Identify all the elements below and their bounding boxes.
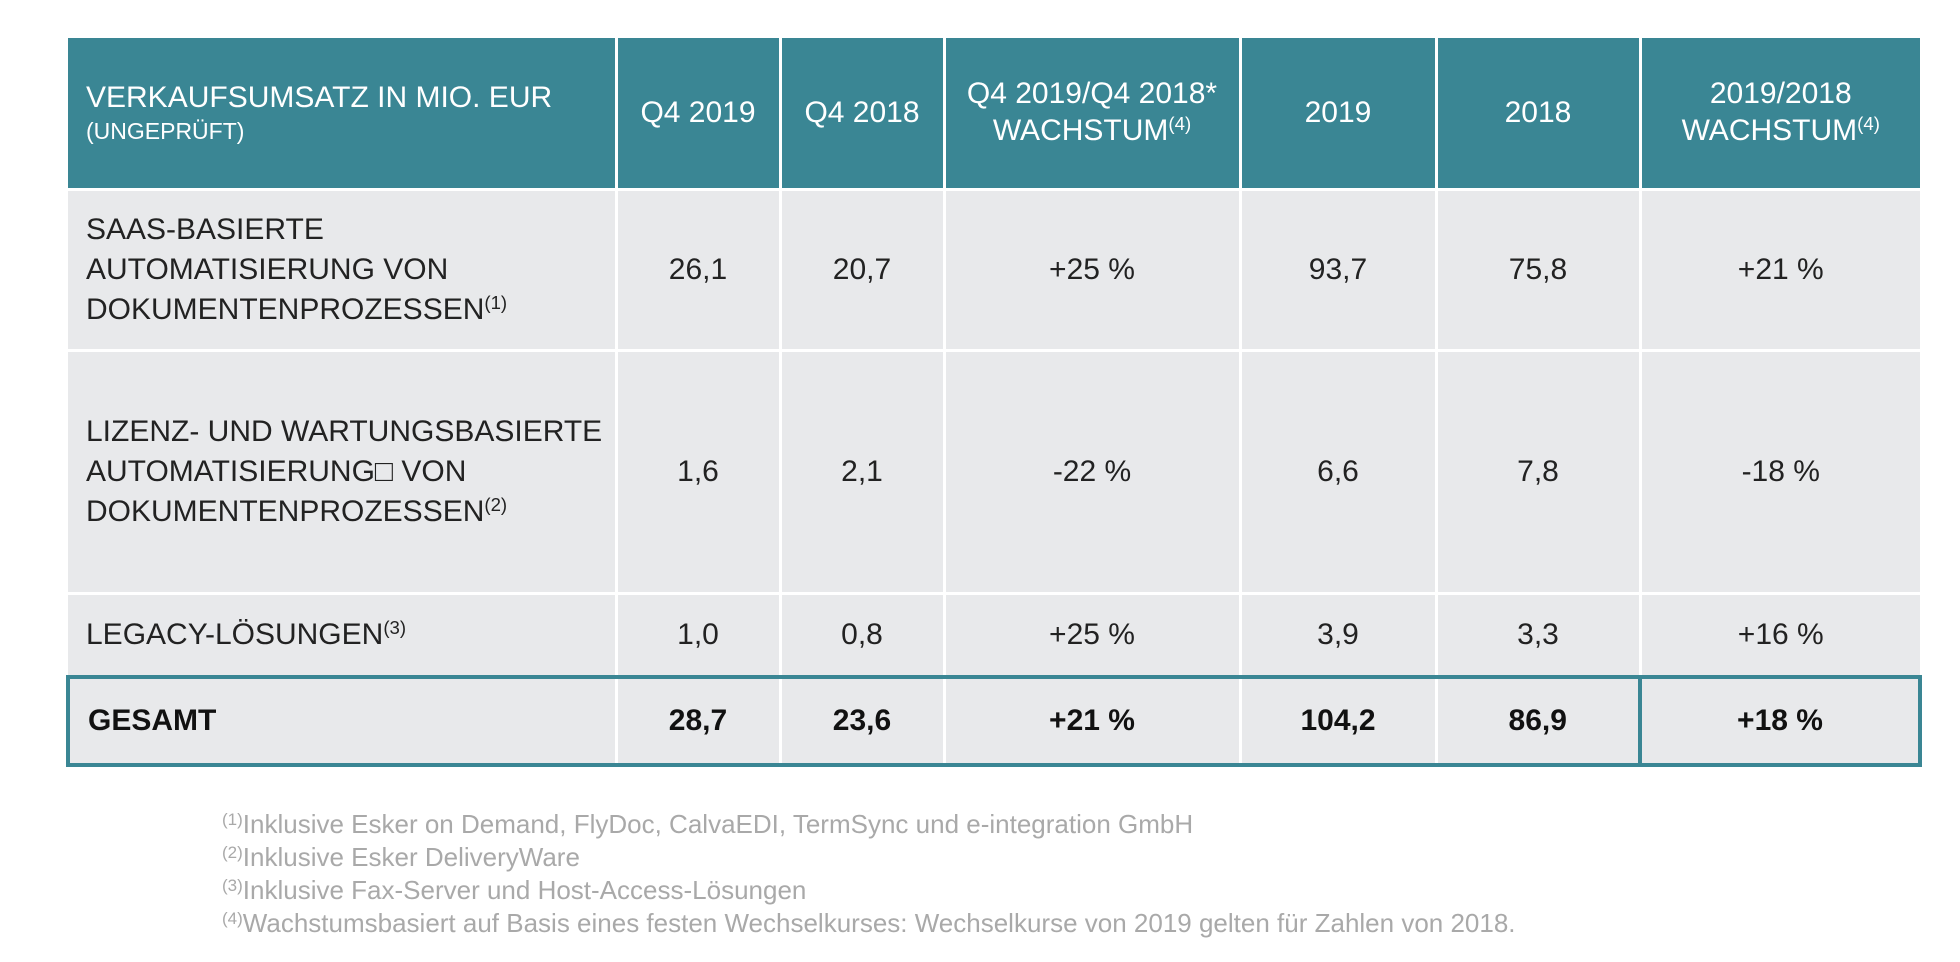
total-year-growth: +18 % (1638, 675, 1922, 767)
table-header-row: VERKAUFSUMSATZ IN MIO. EUR (UNGEPRÜFT) Q… (68, 38, 1920, 190)
table-row: LEGACY-LÖSUNGEN(3) 1,0 0,8 +25 % 3,9 3,3… (68, 592, 1920, 679)
row-label: SAAS-BASIERTE AUTOMATISIERUNG VON DOKUME… (68, 188, 618, 352)
sales-table: VERKAUFSUMSATZ IN MIO. EUR (UNGEPRÜFT) Q… (66, 38, 1922, 767)
header-q4-2019: Q4 2019 (614, 38, 782, 190)
header-year-growth: 2019/2018 WACHSTUM(4) (1638, 38, 1920, 190)
total-2019: 104,2 (1238, 675, 1438, 767)
cell-year-growth: -18 % (1638, 349, 1920, 595)
cell-year-growth: +21 % (1638, 188, 1920, 352)
header-q4-growth-text: Q4 2019/Q4 2018* WACHSTUM (966, 77, 1218, 147)
header-q4-2018: Q4 2018 (778, 38, 946, 190)
row-label-note: (1) (484, 291, 508, 313)
cell-q4-growth: +25 % (942, 188, 1242, 352)
total-q4-2018: 23,6 (778, 675, 946, 767)
total-2018: 86,9 (1434, 675, 1642, 767)
cell-2018: 75,8 (1434, 188, 1642, 352)
row-label: LEGACY-LÖSUNGEN(3) (68, 592, 618, 679)
total-q4-2019: 28,7 (614, 675, 782, 767)
header-title: VERKAUFSUMSATZ IN MIO. EUR (UNGEPRÜFT) (68, 38, 618, 190)
header-title-text: VERKAUFSUMSATZ IN MIO. EUR (86, 81, 553, 115)
header-q4-growth-note: (4) (1168, 112, 1192, 134)
row-label-text: LIZENZ- UND WARTUNGSBASIERTE AUTOMATISIE… (86, 415, 603, 528)
row-label: LIZENZ- UND WARTUNGSBASIERTE AUTOMATISIE… (68, 349, 618, 595)
header-2018: 2018 (1434, 38, 1642, 190)
cell-q4-2019: 1,0 (614, 592, 782, 679)
row-label-note: (3) (383, 616, 407, 638)
cell-2019: 3,9 (1238, 592, 1438, 679)
cell-q4-2018: 2,1 (778, 349, 946, 595)
cell-q4-growth: -22 % (942, 349, 1242, 595)
footnote-4: (4)Wachstumsbasiert auf Basis eines fest… (222, 907, 1922, 940)
cell-q4-2018: 20,7 (778, 188, 946, 352)
footnote-mark: (4) (222, 909, 243, 928)
header-q4-growth: Q4 2019/Q4 2018* WACHSTUM(4) (942, 38, 1242, 190)
total-row: GESAMT 28,7 23,6 +21 % 104,2 86,9 +18 % (66, 675, 1922, 767)
footnote-text: Inklusive Esker on Demand, FlyDoc, Calva… (242, 809, 1194, 839)
cell-2018: 7,8 (1434, 349, 1642, 595)
footnote-text: Wachstumsbasiert auf Basis eines festen … (242, 908, 1516, 938)
header-subtitle: (UNGEPRÜFT) (86, 117, 245, 144)
footnote-text: Inklusive Esker DeliveryWare (242, 842, 580, 872)
header-year-growth-note: (4) (1857, 112, 1880, 134)
table-row: LIZENZ- UND WARTUNGSBASIERTE AUTOMATISIE… (68, 349, 1920, 595)
footnote-mark: (2) (222, 843, 243, 862)
total-label: GESAMT (66, 675, 618, 767)
cell-2019: 6,6 (1238, 349, 1438, 595)
header-2019: 2019 (1238, 38, 1438, 190)
footnote-1: (1)Inklusive Esker on Demand, FlyDoc, Ca… (222, 808, 1922, 841)
row-label-text: SAAS-BASIERTE AUTOMATISIERUNG VON DOKUME… (86, 213, 485, 326)
row-label-text: LEGACY-LÖSUNGEN (86, 618, 384, 651)
cell-q4-2019: 1,6 (614, 349, 782, 595)
cell-year-growth: +16 % (1638, 592, 1920, 679)
cell-q4-growth: +25 % (942, 592, 1242, 679)
footnote-mark: (3) (222, 876, 243, 895)
cell-2018: 3,3 (1434, 592, 1642, 679)
total-q4-growth: +21 % (942, 675, 1242, 767)
cell-q4-2019: 26,1 (614, 188, 782, 352)
header-year-growth-text: 2019/2018 WACHSTUM (1681, 77, 1858, 147)
footnote-2: (2)Inklusive Esker DeliveryWare (222, 841, 1922, 874)
row-label-note: (2) (484, 493, 508, 515)
footnote-3: (3)Inklusive Fax-Server und Host-Access-… (222, 874, 1922, 907)
table-row: SAAS-BASIERTE AUTOMATISIERUNG VON DOKUME… (68, 188, 1920, 352)
footnotes: (1)Inklusive Esker on Demand, FlyDoc, Ca… (222, 808, 1922, 940)
footnote-text: Inklusive Fax-Server und Host-Access-Lös… (242, 875, 807, 905)
cell-2019: 93,7 (1238, 188, 1438, 352)
footnote-mark: (1) (222, 810, 243, 829)
cell-q4-2018: 0,8 (778, 592, 946, 679)
